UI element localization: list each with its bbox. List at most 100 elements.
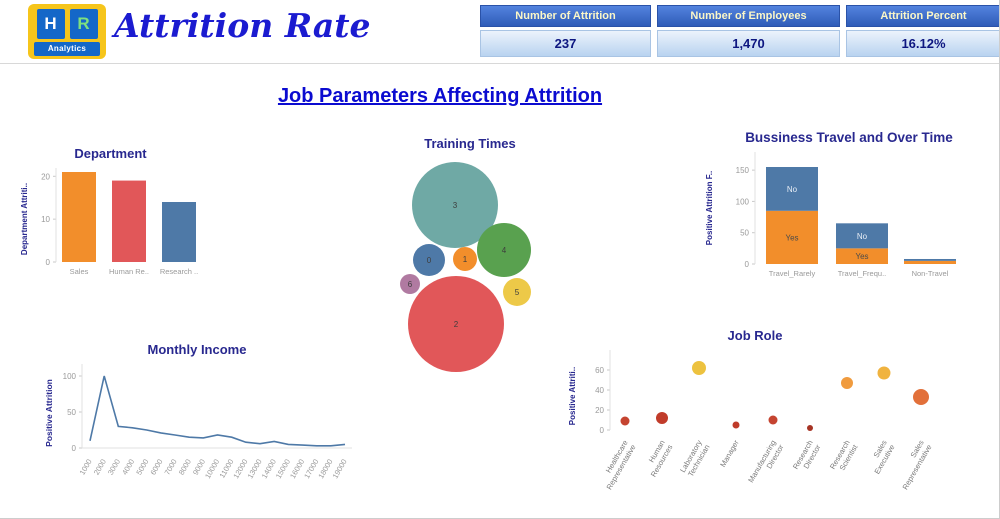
bar-Research ..[interactable] xyxy=(162,202,196,262)
kpi-value: 1,470 xyxy=(657,30,840,57)
segment-Non-Travel-No[interactable] xyxy=(904,258,956,261)
job-role-chart-title: Job Role xyxy=(727,328,783,343)
y-tick-label: 0 xyxy=(46,258,51,267)
bubble-4[interactable] xyxy=(477,223,531,277)
x-tick-label: 1000 xyxy=(78,458,94,477)
x-tick-label: Research .. xyxy=(160,267,198,276)
kpi-label: Number of Attrition xyxy=(480,5,651,27)
x-tick-label: 2000 xyxy=(92,458,108,477)
y-tick-label: 20 xyxy=(595,406,604,415)
segment-Non-Travel-Yes[interactable] xyxy=(904,260,956,264)
dot-Sales-Representative[interactable] xyxy=(913,389,929,405)
y-tick-label: 0 xyxy=(600,426,605,435)
y-tick-label: 40 xyxy=(595,386,604,395)
svg-text:4000: 4000 xyxy=(120,458,136,477)
y-tick-label: 100 xyxy=(63,372,77,381)
svg-text:8000: 8000 xyxy=(177,458,193,477)
segment-Travel_Frequ..-No[interactable] xyxy=(836,223,888,249)
svg-text:19000: 19000 xyxy=(331,458,349,481)
dot-Manufacturing-Director[interactable] xyxy=(768,415,778,425)
x-tick-label: 4000 xyxy=(120,458,136,477)
svg-text:5000: 5000 xyxy=(134,458,150,477)
bubble-1[interactable] xyxy=(453,247,477,271)
y-tick-label: 60 xyxy=(595,366,604,375)
svg-text:3000: 3000 xyxy=(106,458,122,477)
bubble-2[interactable] xyxy=(408,276,504,372)
y-axis-label: Department Attriti.. xyxy=(20,183,29,255)
bubble-3[interactable] xyxy=(412,162,498,248)
segment-label: Yes xyxy=(855,252,868,261)
kpi-value: 237 xyxy=(480,30,651,57)
bar-Sales[interactable] xyxy=(62,172,96,262)
y-axis-label: Positive Attriti.. xyxy=(568,367,577,425)
logo-subtitle: Analytics xyxy=(34,42,100,56)
bubble-label: 5 xyxy=(515,288,520,297)
job-role-chart-plot[interactable]: 0 20 40 60 Healthcare Representative Human Reso… xyxy=(565,344,997,514)
logo-tiles: H R xyxy=(34,9,100,39)
y-tick-label: 50 xyxy=(67,408,76,417)
x-tick-label: 3000 xyxy=(106,458,122,477)
bar-Human Re..[interactable] xyxy=(112,180,146,262)
dot-Human-Resources[interactable] xyxy=(656,412,668,424)
dot-Research-Scientist[interactable] xyxy=(841,377,853,389)
hr-analytics-logo: H R Analytics xyxy=(28,4,106,59)
business-travel-chart-plot[interactable]: 0 50 100 150 Yes No Travel_Rarely Yes No Travel_F… xyxy=(700,146,998,292)
y-tick-label: 0 xyxy=(72,444,77,453)
bubble-label: 3 xyxy=(453,201,458,210)
dot-Sales-Executive[interactable] xyxy=(877,366,891,380)
monthly-income-chart: Monthly Income 0 50 100 1000 2000 3000 4000 500… xyxy=(22,342,372,513)
bubble-5[interactable] xyxy=(503,278,531,306)
logo-h-text: H xyxy=(44,14,57,33)
svg-text:Manager: Manager xyxy=(718,438,741,469)
dot-Laboratory-Technician[interactable] xyxy=(692,361,706,375)
department-chart-title: Department xyxy=(74,146,147,161)
kpi-number-of-attrition: Number of Attrition 237 xyxy=(480,5,651,57)
logo-letter-r: R xyxy=(69,9,98,39)
monthly-income-chart-plot[interactable]: 0 50 100 1000 2000 3000 4000 5000 6000 7000 8000 90… xyxy=(22,358,372,513)
income-line[interactable] xyxy=(89,375,346,447)
x-tick-label: Human Re.. xyxy=(109,267,149,276)
line-chart-svg: 0501001000200030004000500060007000800090… xyxy=(44,364,352,481)
dot-Healthcare-Representative[interactable] xyxy=(620,416,630,426)
x-tick-label: Travel_Rarely xyxy=(769,269,816,278)
bubble-label: 1 xyxy=(463,255,468,264)
segment-Travel_Rarely-Yes[interactable] xyxy=(766,210,818,264)
section-title: Job Parameters Affecting Attrition xyxy=(277,85,603,107)
kpi-label: Number of Employees xyxy=(657,5,840,27)
business-travel-overtime-chart: Bussiness Travel and Over Time 0 50 100 150… xyxy=(700,130,998,292)
department-chart-plot[interactable]: 0 10 20 Sales Human Re.. Research .. Departmen… xyxy=(18,162,238,288)
bubble-6[interactable] xyxy=(400,274,420,294)
segment-Travel_Frequ..-Yes[interactable] xyxy=(836,248,888,264)
x-tick-label: 5000 xyxy=(134,458,150,477)
x-tick-label: Sales xyxy=(70,267,89,276)
kpi-attrition-percent: Attrition Percent 16.12% xyxy=(846,5,999,57)
segment-label: Yes xyxy=(785,233,798,242)
logo-letter-h: H xyxy=(36,9,65,39)
segment-Travel_Rarely-No[interactable] xyxy=(766,167,818,211)
y-tick-label: 50 xyxy=(740,229,749,238)
x-tick-label: Non-Travel xyxy=(912,269,949,278)
segment-label: No xyxy=(857,232,868,241)
x-tick-label: Manager xyxy=(718,438,741,469)
bar-chart-svg: 0 10 20 Sales Human Re.. Research .. Departmen… xyxy=(20,168,198,276)
segment-label: No xyxy=(787,185,798,194)
dot-Research-Director[interactable] xyxy=(807,425,813,431)
x-tick-label: 8000 xyxy=(177,458,193,477)
y-tick-label: 150 xyxy=(736,166,750,175)
kpi-label: Attrition Percent xyxy=(846,5,999,27)
y-tick-label: 10 xyxy=(41,215,50,224)
y-axis-label: Positive Attrition F.. xyxy=(705,171,714,245)
bubble-label: 0 xyxy=(427,256,432,265)
y-tick-label: 100 xyxy=(736,197,750,206)
bubble-0[interactable] xyxy=(413,244,445,276)
x-tick-label: 6000 xyxy=(148,458,164,477)
dot-Manager[interactable] xyxy=(732,421,740,429)
